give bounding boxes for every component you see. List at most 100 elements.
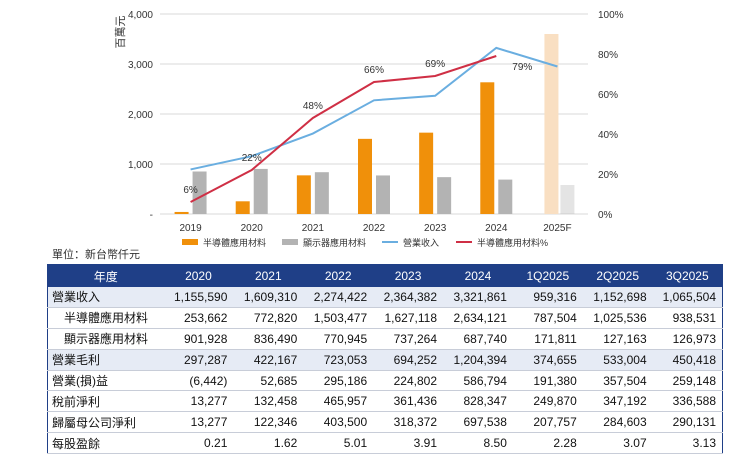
- x-tick-label: 2024: [485, 223, 508, 234]
- table-cell: 697,538: [443, 411, 513, 434]
- table-cell: 1,025,536: [582, 307, 653, 329]
- y-left-tick-label: 3,000: [128, 60, 153, 71]
- bar-semiconductor: [358, 138, 372, 214]
- header-period: 2024: [443, 264, 513, 287]
- table-row: 稅前淨利 13,277 132,458 465,957 361,436 828,347 24…: [47, 390, 723, 413]
- bar-semiconductor: [174, 211, 189, 214]
- table-cell: 2.28: [512, 432, 583, 455]
- table-cell: 770,945: [303, 328, 374, 350]
- y-left-tick-label: -: [150, 210, 153, 221]
- row-label: 半導體應用材料: [47, 307, 164, 329]
- table-cell: 5.01: [303, 432, 374, 455]
- table-cell: 1,155,590: [163, 287, 234, 308]
- table-cell: 723,053: [303, 349, 374, 371]
- table-cell: 297,287: [163, 349, 234, 371]
- table-cell: 0.21: [163, 432, 234, 455]
- y-left-tick-label: 2,000: [128, 110, 153, 121]
- table-cell: 2,364,382: [373, 287, 443, 308]
- table-cell: 3,321,861: [443, 287, 513, 308]
- y-right-tick-label: 100%: [598, 10, 624, 21]
- table-cell: 2,274,422: [303, 287, 374, 308]
- table-cell: 1,627,118: [373, 307, 443, 329]
- table-cell: 422,167: [233, 349, 304, 371]
- x-tick-label: 2022: [363, 223, 386, 234]
- unit-note: 單位：新台幣仟元: [52, 249, 140, 261]
- y-left-tick-label: 4,000: [128, 10, 153, 21]
- bar-semiconductor: [296, 175, 311, 214]
- table-cell: 284,603: [582, 411, 653, 434]
- table-cell: 1,503,477: [303, 307, 374, 329]
- row-label: 每股盈餘: [47, 432, 164, 455]
- pct-data-label: 69%: [425, 59, 445, 70]
- bar-display: [498, 179, 513, 214]
- row-label: 歸屬母公司淨利: [47, 411, 164, 434]
- table-cell: 828,347: [443, 390, 513, 413]
- table-cell: 253,662: [163, 307, 234, 329]
- header-year-label: 年度: [47, 264, 164, 287]
- row-label: 顯示器應用材料: [47, 328, 164, 350]
- bar-display: [192, 171, 207, 214]
- table-cell: 122,346: [233, 411, 304, 434]
- y-right-tick-label: 40%: [598, 130, 618, 141]
- table-cell: 901,928: [163, 328, 234, 350]
- table-cell: 938,531: [652, 307, 723, 329]
- semiconductor-pct-line: [190, 55, 497, 203]
- table-cell: 207,757: [512, 411, 583, 434]
- bar-display: [376, 175, 390, 214]
- pct-data-label: 66%: [364, 65, 384, 76]
- table-row: 營業毛利 297,287 422,167 723,053 694,252 1,204,39…: [47, 349, 723, 371]
- header-period: 1Q2025: [512, 264, 583, 287]
- bar-display: [314, 172, 329, 214]
- y-right-tick-label: 0%: [598, 210, 613, 221]
- table-cell: 132,458: [233, 390, 304, 413]
- bar-semiconductor: [480, 82, 495, 214]
- forecast-bar: [544, 34, 559, 214]
- y-left-axis-label: 百萬元: [114, 16, 127, 49]
- table-cell: 772,820: [233, 307, 304, 329]
- bar-semiconductor: [419, 132, 434, 214]
- legend-swatch: [182, 239, 198, 245]
- legend-label: 營業收入: [403, 237, 439, 248]
- y-left-tick-label: 1,000: [128, 160, 153, 171]
- table-cell: 3.13: [652, 432, 723, 455]
- x-tick-label: 2021: [302, 223, 325, 234]
- row-label: 營業(損)益: [47, 370, 164, 392]
- pct-data-label: 22%: [242, 153, 262, 164]
- y-right-tick-label: 80%: [598, 50, 618, 61]
- row-label: 營業毛利: [47, 349, 164, 371]
- table-row: 每股盈餘 0.21 1.62 5.01 3.91 8.50 2.28 3.07 3.13: [47, 432, 723, 455]
- table-cell: 836,490: [233, 328, 304, 350]
- table-cell: 450,418: [652, 349, 723, 371]
- x-tick-label: 2019: [179, 223, 202, 234]
- table-cell: 127,163: [582, 328, 653, 350]
- table-cell: 3.07: [582, 432, 653, 455]
- table-cell: 586,794: [443, 370, 513, 392]
- table-cell: 1,065,504: [652, 287, 723, 308]
- header-period: 3Q2025: [652, 264, 723, 287]
- table-cell: 8.50: [443, 432, 513, 455]
- table-cell: 1.62: [233, 432, 304, 455]
- table-row: 半導體應用材料 253,662 772,820 1,503,477 1,627,118 2…: [47, 307, 723, 329]
- table-cell: 1,609,310: [233, 287, 304, 308]
- table-cell: (6,442): [163, 370, 234, 392]
- y-right-tick-label: 20%: [598, 170, 618, 181]
- table-row: 歸屬母公司淨利 13,277 122,346 403,500 318,372 697,53…: [47, 411, 723, 434]
- table-cell: 259,148: [652, 370, 723, 392]
- y-right-tick-label: 60%: [598, 90, 618, 101]
- table-cell: 347,192: [582, 390, 653, 413]
- table-cell: 533,004: [582, 349, 653, 371]
- table-cell: 737,264: [373, 328, 443, 350]
- table-cell: 13,277: [163, 411, 234, 434]
- legend-label: 半導體應用材料: [203, 237, 266, 248]
- table-row: 顯示器應用材料 901,928 836,490 770,945 737,264 687,7…: [47, 328, 723, 350]
- pct-data-label: 6%: [183, 185, 198, 196]
- table-cell: 361,436: [373, 390, 443, 413]
- table-cell: 318,372: [373, 411, 443, 434]
- row-label: 營業收入: [47, 287, 164, 308]
- x-tick-label: 2020: [241, 223, 264, 234]
- legend-label: 半導體應用材料%: [477, 237, 548, 248]
- table-cell: 403,500: [303, 411, 374, 434]
- x-tick-label: 2025F: [543, 223, 571, 234]
- row-label: 稅前淨利: [47, 390, 164, 413]
- table-cell: 224,802: [373, 370, 443, 392]
